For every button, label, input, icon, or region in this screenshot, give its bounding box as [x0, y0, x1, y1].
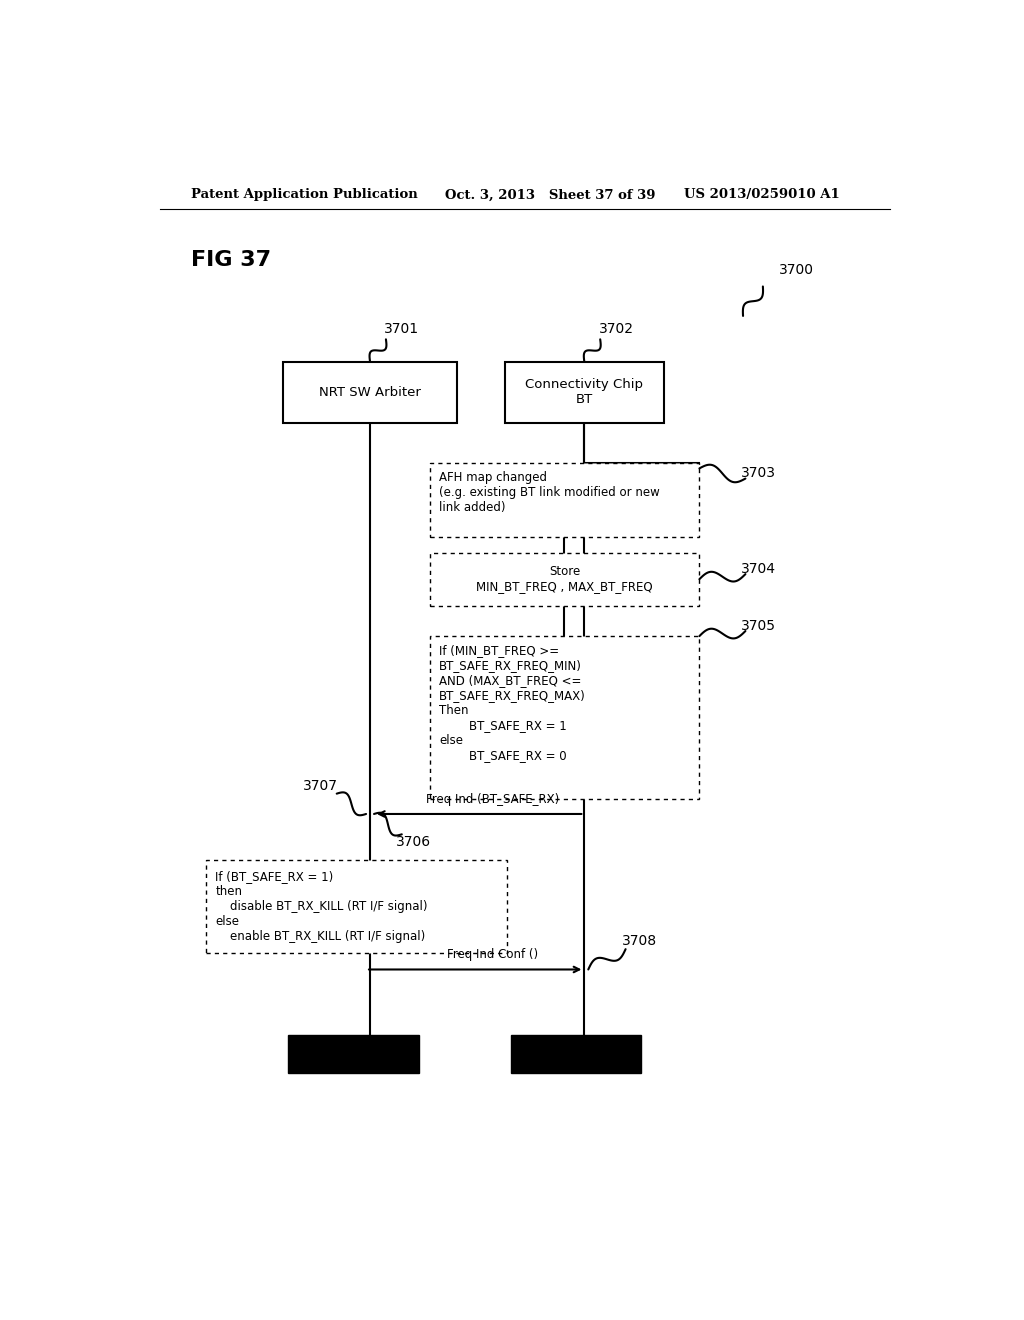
- FancyBboxPatch shape: [511, 1035, 641, 1073]
- Text: If (BT_SAFE_RX = 1)
then
    disable BT_RX_KILL (RT I/F signal)
else
    enable : If (BT_SAFE_RX = 1) then disable BT_RX_K…: [215, 870, 428, 942]
- Text: 3704: 3704: [741, 562, 776, 576]
- Text: 3702: 3702: [599, 322, 634, 337]
- Text: NRT SW Arbiter: NRT SW Arbiter: [319, 385, 421, 399]
- Text: AFH map changed
(e.g. existing BT link modified or new
link added): AFH map changed (e.g. existing BT link m…: [439, 471, 659, 515]
- Text: Store
MIN_BT_FREQ , MAX_BT_FREQ: Store MIN_BT_FREQ , MAX_BT_FREQ: [476, 565, 652, 593]
- Text: 3705: 3705: [741, 619, 776, 634]
- Text: If (MIN_BT_FREQ >=
BT_SAFE_RX_FREQ_MIN)
AND (MAX_BT_FREQ <=
BT_SAFE_RX_FREQ_MAX): If (MIN_BT_FREQ >= BT_SAFE_RX_FREQ_MIN) …: [439, 644, 586, 762]
- Text: Patent Application Publication: Patent Application Publication: [191, 189, 418, 202]
- FancyBboxPatch shape: [283, 362, 458, 422]
- Text: Freq Ind Conf (): Freq Ind Conf (): [447, 948, 539, 961]
- Text: 3706: 3706: [396, 836, 431, 850]
- FancyBboxPatch shape: [206, 859, 507, 953]
- Text: Oct. 3, 2013   Sheet 37 of 39: Oct. 3, 2013 Sheet 37 of 39: [445, 189, 656, 202]
- FancyBboxPatch shape: [430, 553, 699, 606]
- FancyBboxPatch shape: [430, 636, 699, 799]
- Text: 3708: 3708: [623, 935, 657, 948]
- FancyBboxPatch shape: [289, 1035, 419, 1073]
- Text: Freq Ind (BT_SAFE_RX): Freq Ind (BT_SAFE_RX): [426, 793, 560, 805]
- FancyBboxPatch shape: [128, 158, 922, 224]
- Text: 3701: 3701: [384, 322, 420, 337]
- Text: US 2013/0259010 A1: US 2013/0259010 A1: [684, 189, 840, 202]
- Text: 3707: 3707: [303, 779, 338, 792]
- FancyBboxPatch shape: [430, 463, 699, 536]
- Text: 3700: 3700: [778, 263, 814, 277]
- Text: Connectivity Chip
BT: Connectivity Chip BT: [525, 378, 643, 407]
- Text: FIG 37: FIG 37: [191, 249, 271, 271]
- Text: 3703: 3703: [741, 466, 776, 480]
- FancyBboxPatch shape: [505, 362, 664, 422]
